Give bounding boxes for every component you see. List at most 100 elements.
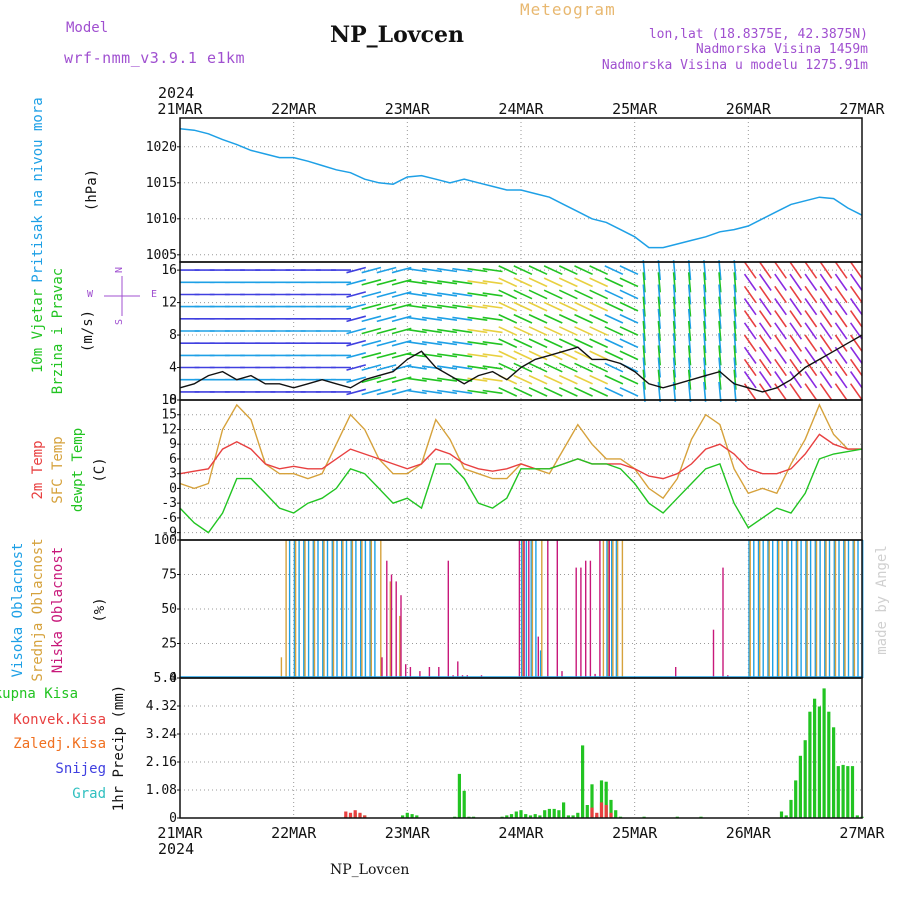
wind-arrow bbox=[804, 322, 818, 340]
wind-arrow bbox=[543, 338, 563, 349]
wind-arrow bbox=[406, 389, 427, 395]
y-tick-label: -6 bbox=[161, 511, 177, 526]
wind-arrow bbox=[421, 328, 443, 334]
cloud-bar bbox=[522, 540, 524, 678]
wind-arrow bbox=[421, 316, 443, 321]
wind-arrow bbox=[703, 369, 707, 390]
wind-arrow bbox=[406, 328, 427, 334]
compass-west: W bbox=[87, 289, 94, 300]
wind-arrow bbox=[574, 362, 593, 373]
cloud-bar bbox=[824, 540, 826, 678]
cloud-bar bbox=[531, 540, 534, 678]
wind-arrow bbox=[361, 352, 382, 359]
wind-arrow bbox=[834, 261, 848, 279]
cloud-bar bbox=[838, 540, 840, 678]
wind-arrow bbox=[543, 277, 563, 288]
precip-bar bbox=[599, 802, 604, 818]
precip-bar bbox=[614, 810, 618, 818]
x-tick-label-bottom: 27MAR bbox=[839, 824, 885, 842]
cloud-bar bbox=[374, 540, 376, 678]
wind-arrow bbox=[376, 352, 397, 359]
cloud-bar bbox=[322, 540, 324, 678]
cloud-bar bbox=[825, 540, 827, 678]
wind-arrow bbox=[376, 315, 397, 323]
cloud-bar bbox=[580, 567, 582, 678]
wind-arrow bbox=[543, 374, 563, 385]
y-tick-label: 1.08 bbox=[146, 783, 177, 798]
wind-arrow bbox=[346, 278, 367, 286]
wind-speed-line bbox=[179, 334, 863, 393]
cloud-bar bbox=[722, 567, 724, 678]
wind-arrow bbox=[437, 353, 458, 358]
wind-arrow bbox=[733, 284, 737, 305]
cloud-bar bbox=[285, 540, 287, 678]
precip-bar bbox=[604, 781, 608, 818]
wind-arrow bbox=[789, 273, 803, 291]
cloud-bar bbox=[386, 560, 388, 678]
wind-arrow bbox=[703, 381, 707, 402]
wind-arrow bbox=[498, 350, 518, 361]
compass-north: N bbox=[114, 267, 125, 273]
wind-arrow bbox=[589, 326, 609, 336]
wind-arrow bbox=[376, 291, 397, 298]
wind-unit: (m/s) bbox=[80, 310, 96, 352]
wind-arrow bbox=[574, 277, 593, 288]
cloud-bar bbox=[541, 540, 543, 678]
wind-arrow bbox=[672, 369, 677, 390]
wind-arrow bbox=[849, 285, 863, 304]
wind-arrow bbox=[421, 304, 443, 309]
wind-arrow bbox=[774, 273, 787, 291]
cloud-bar bbox=[521, 540, 523, 678]
wind-arrow bbox=[758, 346, 772, 364]
wind-arrow bbox=[376, 278, 397, 286]
y-tick-label: 8 bbox=[169, 328, 177, 343]
y-tick-label: -9 bbox=[161, 526, 177, 541]
cloud-bar bbox=[828, 540, 831, 678]
cloud-bar bbox=[525, 540, 528, 678]
wind-arrow bbox=[758, 261, 772, 279]
precip-bar bbox=[505, 815, 509, 818]
y-tick-label: 1005 bbox=[146, 248, 177, 263]
precip-bar bbox=[585, 805, 589, 818]
wind-arrow bbox=[743, 383, 757, 401]
precip-bar bbox=[784, 815, 788, 818]
wind-arrow bbox=[482, 316, 503, 321]
cloud-bar bbox=[712, 629, 715, 678]
wind-arrow bbox=[743, 285, 757, 304]
wind-arrow bbox=[834, 298, 848, 316]
cloud-bar bbox=[847, 540, 850, 678]
wind-arrow bbox=[604, 374, 624, 385]
wind-arrow bbox=[482, 304, 503, 309]
temp-2m-line bbox=[179, 433, 862, 480]
cloud-bar bbox=[621, 540, 624, 678]
wind-arrow bbox=[346, 303, 367, 310]
cloud-bar bbox=[615, 540, 618, 678]
wind-arrow bbox=[774, 322, 787, 340]
wind-arrow bbox=[733, 308, 737, 329]
cloud-bar bbox=[834, 540, 837, 678]
precip-bar bbox=[533, 814, 537, 818]
cloud-bar bbox=[537, 636, 539, 678]
wind-arrow bbox=[513, 313, 533, 324]
wind-arrow bbox=[672, 308, 677, 329]
precip-bar bbox=[571, 815, 575, 818]
wind-arrow bbox=[574, 289, 593, 300]
precip-bar bbox=[552, 808, 556, 818]
wind-arrow bbox=[619, 326, 639, 336]
cloud-bar bbox=[833, 540, 835, 678]
compass-south: S bbox=[114, 319, 125, 325]
wind-arrow bbox=[604, 350, 624, 361]
wind-arrow bbox=[672, 333, 677, 354]
wind-arrow bbox=[619, 313, 639, 324]
wind-arrow bbox=[604, 301, 624, 312]
wind-arrow bbox=[361, 327, 382, 335]
precip-bar bbox=[410, 814, 414, 818]
wind-arrow bbox=[346, 339, 367, 347]
cloud-bar bbox=[303, 540, 305, 678]
cloud-bar bbox=[796, 540, 799, 678]
wind-arrow bbox=[619, 338, 639, 349]
wind-arrow bbox=[604, 338, 624, 349]
cloud-bar bbox=[599, 540, 601, 678]
model-label: Model bbox=[66, 20, 109, 36]
cloud-bar bbox=[612, 540, 614, 678]
